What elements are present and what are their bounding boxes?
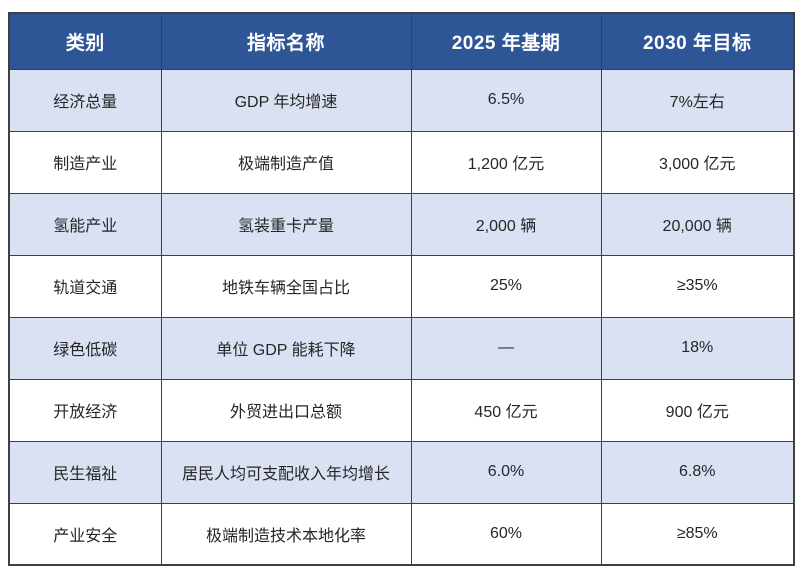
cell-base: 6.0% [410, 440, 602, 504]
header-cell-target-2030: 2030 年目标 [600, 12, 795, 70]
cell-base: 60% [410, 502, 602, 566]
cell-base: — [410, 316, 602, 380]
cell-target: 20,000 辆 [600, 192, 795, 256]
cell-target: 7%左右 [600, 68, 795, 132]
table-row: 民生福祉 居民人均可支配收入年均增长 6.0% 6.8% [8, 440, 795, 504]
header-cell-base-2025: 2025 年基期 [410, 12, 602, 70]
cell-target: ≥35% [600, 254, 795, 318]
cell-category: 开放经济 [8, 378, 162, 442]
table-row: 轨道交通 地铁车辆全国占比 25% ≥35% [8, 254, 795, 318]
cell-target: 3,000 亿元 [600, 130, 795, 194]
cell-target: 18% [600, 316, 795, 380]
cell-indicator: 地铁车辆全国占比 [160, 254, 412, 318]
cell-base: 6.5% [410, 68, 602, 132]
cell-indicator: 极端制造技术本地化率 [160, 502, 412, 566]
cell-base: 2,000 辆 [410, 192, 602, 256]
cell-indicator: 外贸进出口总额 [160, 378, 412, 442]
cell-indicator: 单位 GDP 能耗下降 [160, 316, 412, 380]
cell-base: 450 亿元 [410, 378, 602, 442]
header-cell-indicator: 指标名称 [160, 12, 412, 70]
table-header: 类别 指标名称 2025 年基期 2030 年目标 [8, 12, 795, 70]
cell-category: 轨道交通 [8, 254, 162, 318]
kpi-table-container: 类别 指标名称 2025 年基期 2030 年目标 经济总量 GDP 年均增速 … [8, 12, 795, 566]
header-row: 类别 指标名称 2025 年基期 2030 年目标 [8, 12, 795, 70]
cell-target: 900 亿元 [600, 378, 795, 442]
cell-target: ≥85% [600, 502, 795, 566]
kpi-table: 类别 指标名称 2025 年基期 2030 年目标 经济总量 GDP 年均增速 … [8, 12, 795, 566]
table-row: 制造产业 极端制造产值 1,200 亿元 3,000 亿元 [8, 130, 795, 194]
cell-category: 绿色低碳 [8, 316, 162, 380]
cell-category: 氢能产业 [8, 192, 162, 256]
table-row: 开放经济 外贸进出口总额 450 亿元 900 亿元 [8, 378, 795, 442]
table-row: 氢能产业 氢装重卡产量 2,000 辆 20,000 辆 [8, 192, 795, 256]
cell-target: 6.8% [600, 440, 795, 504]
cell-indicator: 居民人均可支配收入年均增长 [160, 440, 412, 504]
cell-indicator: GDP 年均增速 [160, 68, 412, 132]
cell-category: 民生福祉 [8, 440, 162, 504]
cell-base: 1,200 亿元 [410, 130, 602, 194]
cell-base: 25% [410, 254, 602, 318]
table-body: 经济总量 GDP 年均增速 6.5% 7%左右 制造产业 极端制造产值 1,20… [8, 68, 795, 566]
cell-indicator: 氢装重卡产量 [160, 192, 412, 256]
cell-category: 制造产业 [8, 130, 162, 194]
cell-category: 经济总量 [8, 68, 162, 132]
table-row: 产业安全 极端制造技术本地化率 60% ≥85% [8, 502, 795, 566]
table-row: 经济总量 GDP 年均增速 6.5% 7%左右 [8, 68, 795, 132]
cell-indicator: 极端制造产值 [160, 130, 412, 194]
header-cell-category: 类别 [8, 12, 162, 70]
table-row: 绿色低碳 单位 GDP 能耗下降 — 18% [8, 316, 795, 380]
cell-category: 产业安全 [8, 502, 162, 566]
